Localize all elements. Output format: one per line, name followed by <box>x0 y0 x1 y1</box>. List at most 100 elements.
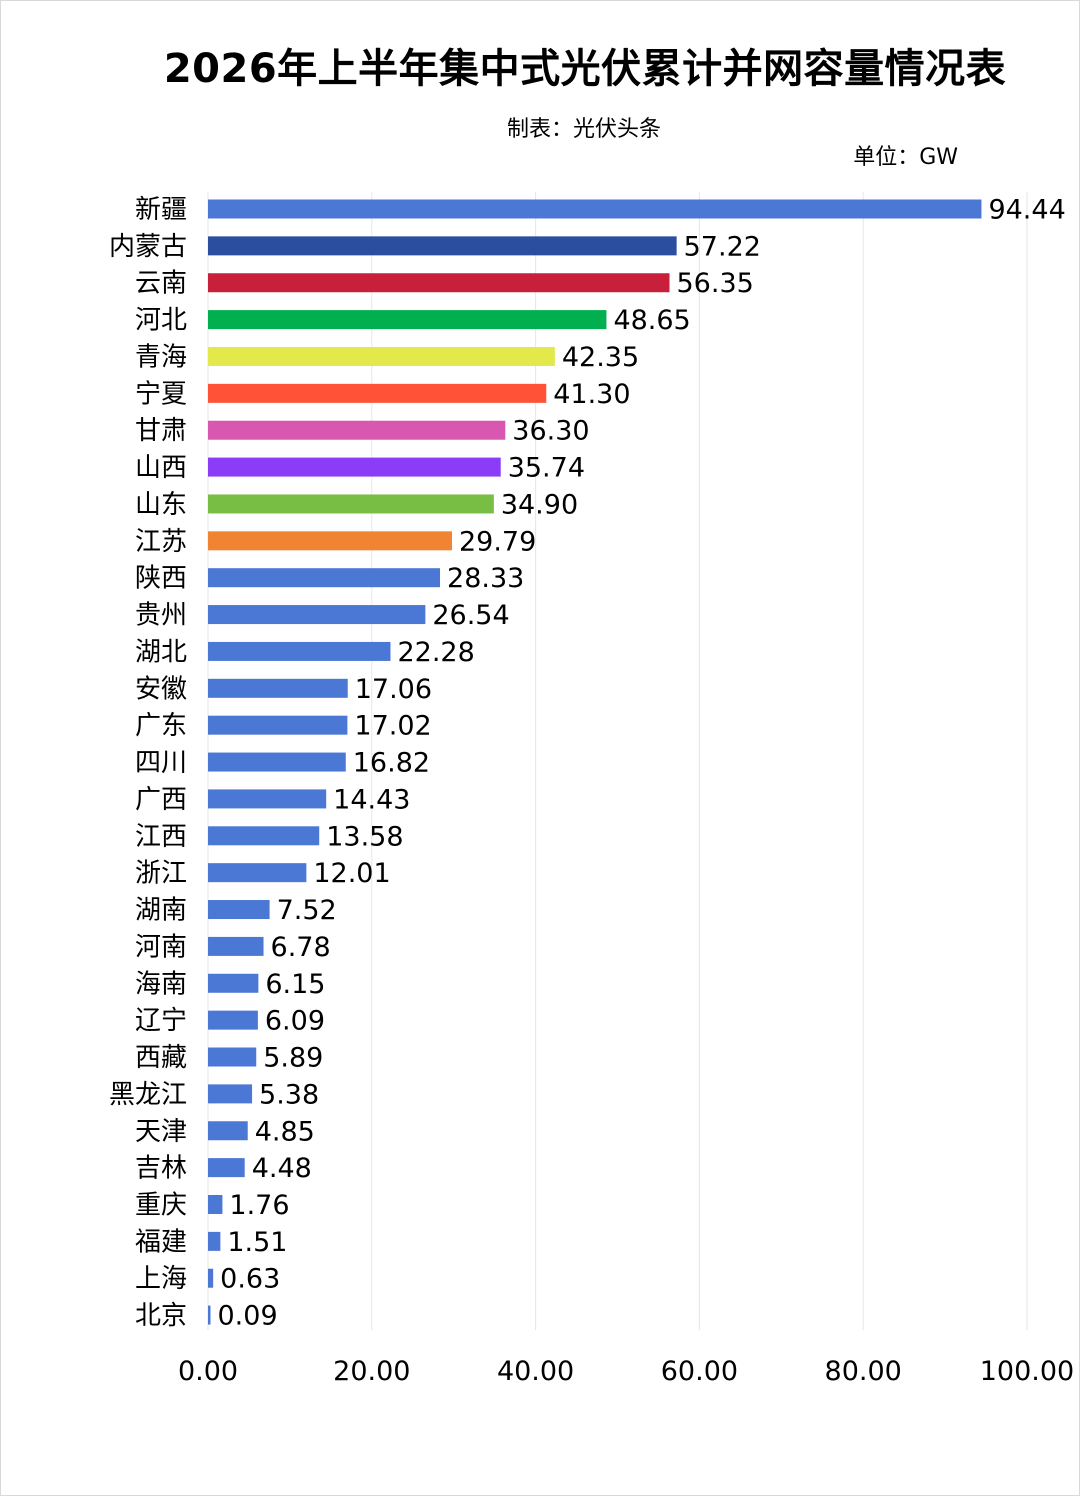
bar <box>208 1194 223 1214</box>
x-tick-label: 80.00 <box>825 1356 902 1387</box>
chart-subtitle: 制表：光伏头条 <box>506 117 661 142</box>
value-label: 4.48 <box>252 1153 312 1184</box>
bar <box>208 1268 214 1288</box>
value-label: 94.44 <box>988 195 1065 226</box>
bar <box>208 236 677 256</box>
category-label: 西藏 <box>135 1043 187 1073</box>
value-label: 17.06 <box>355 674 432 705</box>
value-label: 14.43 <box>333 784 410 815</box>
bar <box>208 641 391 661</box>
category-label: 湖北 <box>135 637 187 667</box>
value-label: 1.51 <box>227 1227 287 1258</box>
bar <box>208 1121 248 1141</box>
value-label: 6.09 <box>265 1006 325 1037</box>
value-label: 34.90 <box>501 489 578 520</box>
bar <box>208 715 348 735</box>
value-label: 4.85 <box>255 1116 315 1147</box>
value-label: 28.33 <box>447 563 524 594</box>
category-label: 安徽 <box>135 674 187 704</box>
value-label: 12.01 <box>313 858 390 889</box>
x-tick-label: 60.00 <box>661 1356 738 1387</box>
value-label: 35.74 <box>508 453 585 484</box>
category-label: 山西 <box>135 453 187 483</box>
chart-title: 2026年上半年集中式光伏累计并网容量情况表 <box>163 46 1007 92</box>
bar <box>208 494 494 514</box>
x-tick-label: 40.00 <box>497 1356 574 1387</box>
bar <box>208 457 501 477</box>
bar <box>208 346 555 366</box>
value-label: 41.30 <box>553 379 630 410</box>
value-label: 22.28 <box>397 637 474 668</box>
bar <box>208 678 348 698</box>
category-label: 青海 <box>135 342 187 372</box>
bar <box>208 900 270 920</box>
category-label: 河北 <box>135 306 187 336</box>
category-label: 广东 <box>135 711 187 741</box>
value-label: 16.82 <box>353 748 430 779</box>
bar <box>208 1084 253 1104</box>
value-label: 13.58 <box>326 821 403 852</box>
value-label: 0.63 <box>220 1264 280 1295</box>
category-label: 新疆 <box>135 195 187 225</box>
value-label: 1.76 <box>229 1190 289 1221</box>
bar <box>208 531 452 551</box>
value-label: 48.65 <box>613 305 690 336</box>
category-label: 吉林 <box>135 1154 187 1184</box>
bar <box>208 273 670 293</box>
value-labels: 94.44 57.22 56.35 48.65 42.35 41.30 36.30 35.74… <box>218 195 1066 1332</box>
category-label: 内蒙古 <box>109 232 187 262</box>
value-label: 26.54 <box>432 600 509 631</box>
bar <box>208 383 547 403</box>
bar <box>208 973 259 993</box>
category-label: 黑龙江 <box>109 1080 187 1110</box>
category-label: 辽宁 <box>135 1006 187 1036</box>
value-label: 42.35 <box>562 342 639 373</box>
value-label: 36.30 <box>512 416 589 447</box>
category-label: 天津 <box>135 1117 187 1147</box>
bar <box>208 752 346 772</box>
value-label: 5.89 <box>263 1043 323 1074</box>
category-label: 江西 <box>135 822 187 852</box>
bar <box>208 1047 257 1067</box>
x-tick-labels: 0.00 20.00 40.00 60.00 80.00 100.00 <box>178 1356 1074 1387</box>
bar <box>208 1158 245 1178</box>
category-label: 贵州 <box>135 601 187 631</box>
bar <box>208 936 264 956</box>
value-label: 0.09 <box>218 1301 278 1332</box>
x-tick-label: 100.00 <box>980 1356 1074 1387</box>
category-label: 河南 <box>135 932 187 962</box>
category-label: 江苏 <box>135 527 187 557</box>
value-label: 6.15 <box>265 969 325 1000</box>
category-label: 北京 <box>135 1301 187 1331</box>
category-label: 福建 <box>135 1227 187 1257</box>
value-label: 29.79 <box>459 526 536 557</box>
category-label: 湖南 <box>135 896 187 926</box>
bars <box>208 199 982 1325</box>
value-label: 7.52 <box>277 895 337 926</box>
value-label: 17.02 <box>354 711 431 742</box>
value-label: 6.78 <box>271 932 331 963</box>
category-label: 四川 <box>135 748 187 778</box>
category-label: 广西 <box>135 785 187 815</box>
bar <box>208 568 441 588</box>
bar <box>208 420 506 440</box>
bar <box>208 863 307 883</box>
category-label: 宁夏 <box>135 379 187 409</box>
category-label: 陕西 <box>135 564 187 594</box>
bar <box>208 605 426 625</box>
category-label: 甘肃 <box>135 416 187 446</box>
gridlines <box>207 192 1028 1330</box>
category-label: 山东 <box>135 490 187 520</box>
bar <box>208 1231 221 1251</box>
value-label: 57.22 <box>684 231 761 262</box>
bar <box>208 199 982 219</box>
category-label: 重庆 <box>135 1190 187 1220</box>
x-tick-label: 20.00 <box>333 1356 410 1387</box>
category-label: 浙江 <box>135 859 187 889</box>
category-label: 上海 <box>135 1264 187 1294</box>
bar <box>208 310 607 330</box>
bar <box>208 1305 211 1325</box>
category-label: 云南 <box>135 269 187 299</box>
bar <box>208 826 320 846</box>
